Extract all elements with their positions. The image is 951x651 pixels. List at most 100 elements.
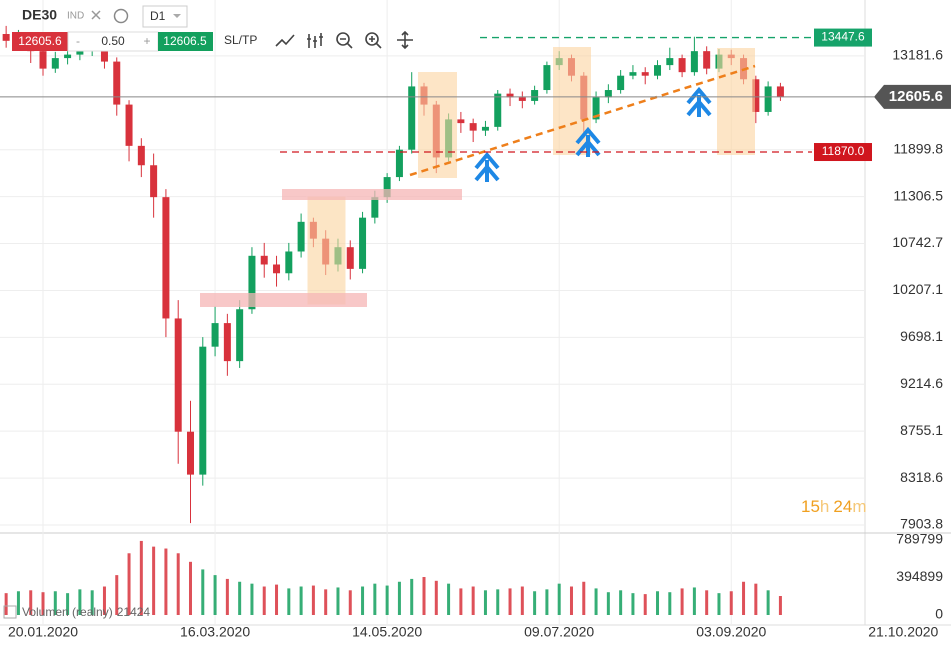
y-tick-label: 13181.6 [892,47,943,63]
candle-body [371,197,379,218]
volume-bar [115,575,119,615]
up-arrow [686,86,712,117]
minus[interactable]: - [76,34,80,48]
candle-body [359,217,367,269]
volume-bar [164,548,168,615]
candle-body [51,58,59,69]
volume-bar [619,590,623,615]
candle-body [273,264,281,274]
zoom-in[interactable] [365,32,379,46]
zoom-out[interactable] [336,32,350,46]
volume-bar [643,594,647,615]
volume-bar [66,593,70,615]
ask-price: 12606.5 [163,34,207,48]
y-tick-label: 11899.8 [893,140,943,156]
y-tick-label: 10742.7 [892,234,943,250]
minutes: 24 [833,497,852,516]
candle-body [518,97,526,101]
y-tick-label: 8318.6 [900,469,943,485]
candle-body [236,309,244,362]
volume-bar [90,590,94,615]
volume-bar [692,587,696,615]
candle-tool[interactable] [307,33,323,48]
volume-name: Volumen (realny) [22,605,113,619]
volume-bar [250,583,254,615]
volume-bar [361,586,365,615]
candle-body [125,104,133,146]
bid-price: 12605.6 [18,34,62,48]
volume-bar [78,589,82,615]
dropdown-arrow [173,14,181,18]
buy-button[interactable] [158,32,213,51]
volume: 0.50 [101,34,125,48]
candle-body [678,58,686,73]
volume-bar [102,586,106,615]
sell-button[interactable] [12,32,68,51]
volume-bar [385,585,389,615]
volume-bar [139,540,143,615]
volume-bar [238,581,242,615]
candle-body [469,123,477,131]
candle-body [457,119,465,124]
plus[interactable]: + [143,34,150,48]
volume-bar [397,581,401,615]
highlight-box [553,47,591,155]
candle-body [100,47,108,62]
candle-body [481,126,489,131]
level-label: 11870.0 [822,144,865,158]
candle-body [629,72,637,76]
volume-bar [434,580,438,615]
volume-bar [569,586,573,615]
candle-body [641,72,649,76]
m: m [852,497,866,516]
countdown: 15h 24m [801,497,866,516]
overlay: 13447.6 11870.0 12605.6 [0,28,951,162]
volume-bar [656,591,660,615]
sltp[interactable]: SL/TP [224,33,257,47]
volume-bar [471,586,475,615]
x-tick-label: 21.10.2020 [868,624,938,640]
candle-body [113,61,121,105]
candle-body [506,93,514,98]
y-tick-label: 9698.1 [900,328,943,344]
trend-line [409,64,756,177]
volume-bar [754,583,758,615]
volume-bar [459,588,463,615]
candle-body [64,54,72,59]
volume-bar [311,585,315,615]
volume-bar [594,588,598,615]
interval-select[interactable] [142,5,188,28]
volume-bar [545,589,549,615]
symbol: DE30 [22,7,57,23]
candle-body [764,86,772,112]
info-icon[interactable] [113,8,129,24]
candle-body [543,65,551,91]
volume-bar [176,553,180,615]
volume-bar [16,591,20,615]
arrows [474,86,712,182]
candle-body [137,145,145,166]
candle-body [531,90,539,101]
volume-bar [4,593,8,615]
tools [275,30,413,50]
candle-body [76,51,84,55]
y-tick-label: 7903.8 [900,516,943,532]
close-icon[interactable] [91,10,101,20]
line-tool[interactable] [275,34,295,47]
candle-body [383,177,391,198]
candle-body [752,79,760,112]
volume-bar [508,588,512,615]
move-tool[interactable] [397,30,413,50]
level-label-box [814,28,872,47]
candle-body [408,86,416,150]
candle-body [39,51,47,69]
candle-body [776,86,784,97]
zone [200,293,367,307]
x-tick-label: 14.05.2020 [352,624,422,640]
toolbar: DE30 IND D1 12605.6 - 0.50 + 12606.5 SL/… [12,5,413,52]
candle-body [150,165,158,198]
volume-bar [766,590,770,615]
candle-body [654,65,662,76]
